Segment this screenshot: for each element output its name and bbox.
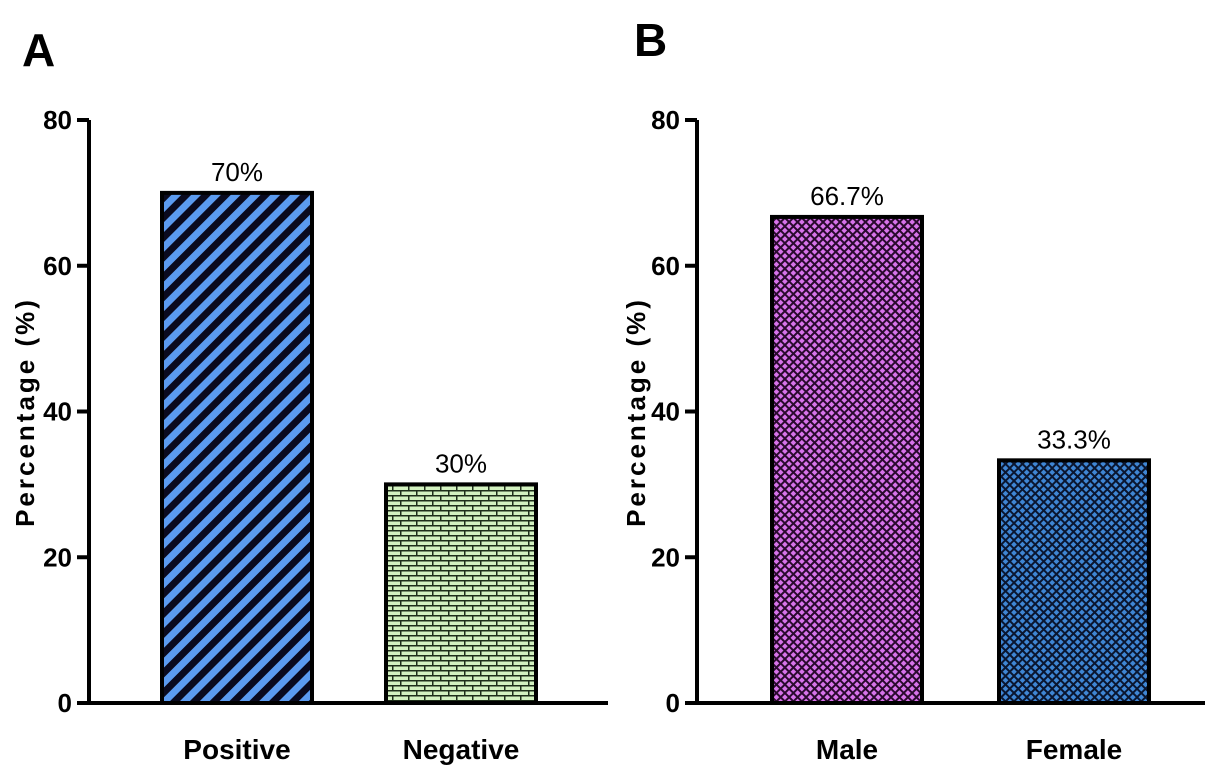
y-tick-label: 80: [43, 105, 72, 135]
y-tick-label: 0: [666, 688, 680, 718]
panel-b: B Percentage (%) 0 20 40 60 80 66.7% 33.3% Ma…: [621, 14, 1205, 765]
y-tick-label: 40: [43, 397, 72, 427]
panel-label-b: B: [634, 14, 667, 66]
category-labels-a: Positive Negative: [183, 734, 519, 765]
y-axis-title-b: Percentage (%): [621, 297, 651, 527]
bars-a: 70% 30%: [160, 157, 538, 705]
bars-b: 66.7% 33.3%: [770, 181, 1151, 706]
data-label-male: 66.7%: [810, 181, 884, 211]
y-tick-label: 80: [651, 105, 680, 135]
y-tick-label: 20: [43, 542, 72, 572]
bar-negative: [384, 482, 538, 705]
category-label-negative: Negative: [403, 734, 520, 765]
y-tick-label: 20: [651, 542, 680, 572]
data-label-positive: 70%: [211, 157, 263, 187]
bar-positive: [160, 190, 314, 705]
y-tick-label: 60: [651, 251, 680, 281]
panel-label-a: A: [22, 24, 55, 76]
bar-male: [770, 214, 924, 706]
y-ticks-b: 0 20 40 60 80: [651, 105, 697, 718]
y-axis-a: 0 20 40 60 80: [43, 105, 91, 718]
y-tick-label: 60: [43, 251, 72, 281]
y-tick-label: 0: [58, 688, 72, 718]
category-label-positive: Positive: [183, 734, 290, 765]
y-ticks-a: 0 20 40 60 80: [43, 105, 89, 718]
category-label-male: Male: [816, 734, 878, 765]
y-axis-title-a: Percentage (%): [10, 297, 40, 527]
data-label-negative: 30%: [435, 448, 487, 478]
category-label-female: Female: [1026, 734, 1123, 765]
bar-female: [997, 458, 1151, 706]
data-label-female: 33.3%: [1037, 424, 1111, 454]
category-labels-b: Male Female: [816, 734, 1122, 765]
panel-a: A Percentage (%) 0 20 40 60 80 70% 30% Positi…: [10, 24, 608, 765]
y-axis-b: 0 20 40 60 80: [651, 105, 699, 718]
y-tick-label: 40: [651, 397, 680, 427]
